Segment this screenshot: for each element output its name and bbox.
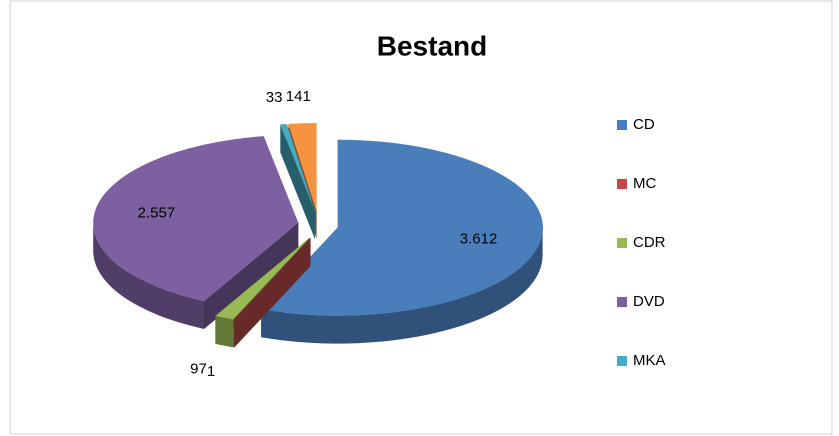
legend-label: MKA <box>633 352 666 369</box>
slice <box>280 124 315 212</box>
slice-wall <box>204 222 299 329</box>
legend-swatch <box>617 120 627 130</box>
slice <box>288 123 317 212</box>
legend-label: CDR <box>633 234 666 251</box>
legend-swatch <box>617 356 627 366</box>
data-label: 141 <box>286 88 311 105</box>
legend-swatch <box>617 179 627 189</box>
data-label: 97 <box>190 361 207 378</box>
data-label: 1 <box>207 363 215 380</box>
data-label: 2.557 <box>138 204 176 221</box>
legend-label: CD <box>633 116 655 133</box>
slice <box>93 136 299 301</box>
legend-label: DVD <box>633 293 665 310</box>
legend-swatch <box>617 238 627 248</box>
legend-label: MC <box>633 175 656 192</box>
data-label: 33 <box>266 89 283 106</box>
chart-title: Bestand <box>377 30 487 61</box>
data-label: 3.612 <box>460 230 498 247</box>
slice <box>261 139 543 316</box>
slice <box>215 237 310 320</box>
slice-side <box>215 315 234 348</box>
slice <box>233 237 311 320</box>
slice-wall <box>233 237 311 348</box>
slice-side <box>261 227 543 344</box>
slice-side <box>93 222 204 329</box>
legend-swatch <box>617 297 627 307</box>
